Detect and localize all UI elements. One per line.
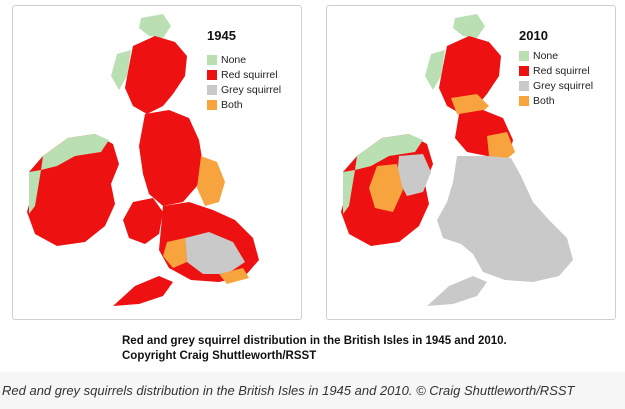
legend-item-none: None	[207, 52, 281, 67]
legend-label: Both	[221, 98, 243, 111]
southwest-peninsula	[427, 276, 487, 306]
swatch-red	[519, 65, 529, 76]
southwest-peninsula	[113, 276, 173, 306]
england-wales-grey	[437, 156, 573, 282]
scotland-west-none	[111, 50, 131, 90]
england-both-south	[219, 268, 249, 284]
legend-label: Both	[533, 94, 555, 107]
ireland-west-none	[343, 170, 355, 214]
legend-1945: None Red squirrel Grey squirrel Both	[207, 52, 281, 112]
legend-item-none: None	[519, 48, 593, 63]
legend-2010: None Red squirrel Grey squirrel Both	[519, 48, 593, 108]
scotland-central-both	[451, 94, 489, 116]
scotland-highlands	[125, 36, 187, 114]
legend-item-red: Red squirrel	[519, 63, 593, 78]
map-title-2010: 2010	[519, 28, 548, 43]
scotland-north-none	[139, 14, 171, 38]
north-england-both	[487, 132, 515, 162]
ireland-west-none	[29, 170, 41, 214]
page-caption: Red and grey squirrels distribution in t…	[2, 383, 575, 398]
legend-item-red: Red squirrel	[207, 67, 281, 82]
swatch-none	[207, 54, 217, 65]
figure-caption-line1: Red and grey squirrel distribution in th…	[122, 335, 507, 347]
map-2010	[341, 14, 573, 306]
legend-label: Red squirrel	[533, 64, 590, 77]
map-panel-2010: 2010 None Red squirrel Grey squirrel Bot…	[326, 5, 616, 320]
england-grey-core	[185, 232, 245, 274]
figure-caption-line2: Copyright Craig Shuttleworth/RSST	[122, 350, 317, 362]
legend-label: Red squirrel	[221, 68, 278, 81]
scotland-west-none	[425, 50, 445, 90]
legend-label: Grey squirrel	[533, 79, 594, 92]
legend-label: Grey squirrel	[221, 83, 282, 96]
map-1945	[27, 14, 259, 306]
england-east-both	[197, 156, 225, 206]
swatch-grey	[519, 80, 529, 91]
scotland-highlands	[439, 36, 501, 114]
legend-item-both: Both	[207, 97, 281, 112]
scotland-north-none	[453, 14, 485, 38]
legend-item-grey: Grey squirrel	[207, 82, 281, 97]
figure-caption: Red and grey squirrel distribution in th…	[122, 334, 507, 364]
legend-item-both: Both	[519, 93, 593, 108]
map-panel-1945: 1945 None Red squirrel Grey squirrel Bot…	[12, 5, 302, 320]
england-both-ring	[163, 238, 187, 268]
map-title-1945: 1945	[207, 28, 236, 43]
ireland-both	[369, 164, 403, 212]
legend-label: None	[221, 53, 247, 66]
wales-region	[123, 198, 163, 244]
swatch-none	[519, 50, 529, 61]
swatch-grey	[207, 84, 217, 95]
figure: 1945 None Red squirrel Grey squirrel Bot…	[12, 5, 616, 364]
swatch-both	[519, 95, 529, 106]
legend-label: None	[533, 49, 559, 62]
legend-item-grey: Grey squirrel	[519, 78, 593, 93]
britain-north	[139, 110, 203, 206]
ireland-east-grey	[397, 154, 431, 196]
swatch-both	[207, 99, 217, 110]
ireland-north-none	[41, 134, 109, 170]
swatch-red	[207, 69, 217, 80]
ireland-north-none	[355, 134, 423, 170]
